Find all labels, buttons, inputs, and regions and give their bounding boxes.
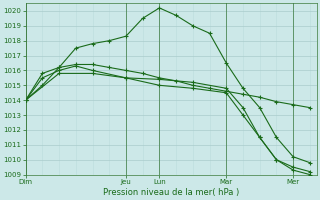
X-axis label: Pression niveau de la mer( hPa ): Pression niveau de la mer( hPa ) [103, 188, 239, 197]
